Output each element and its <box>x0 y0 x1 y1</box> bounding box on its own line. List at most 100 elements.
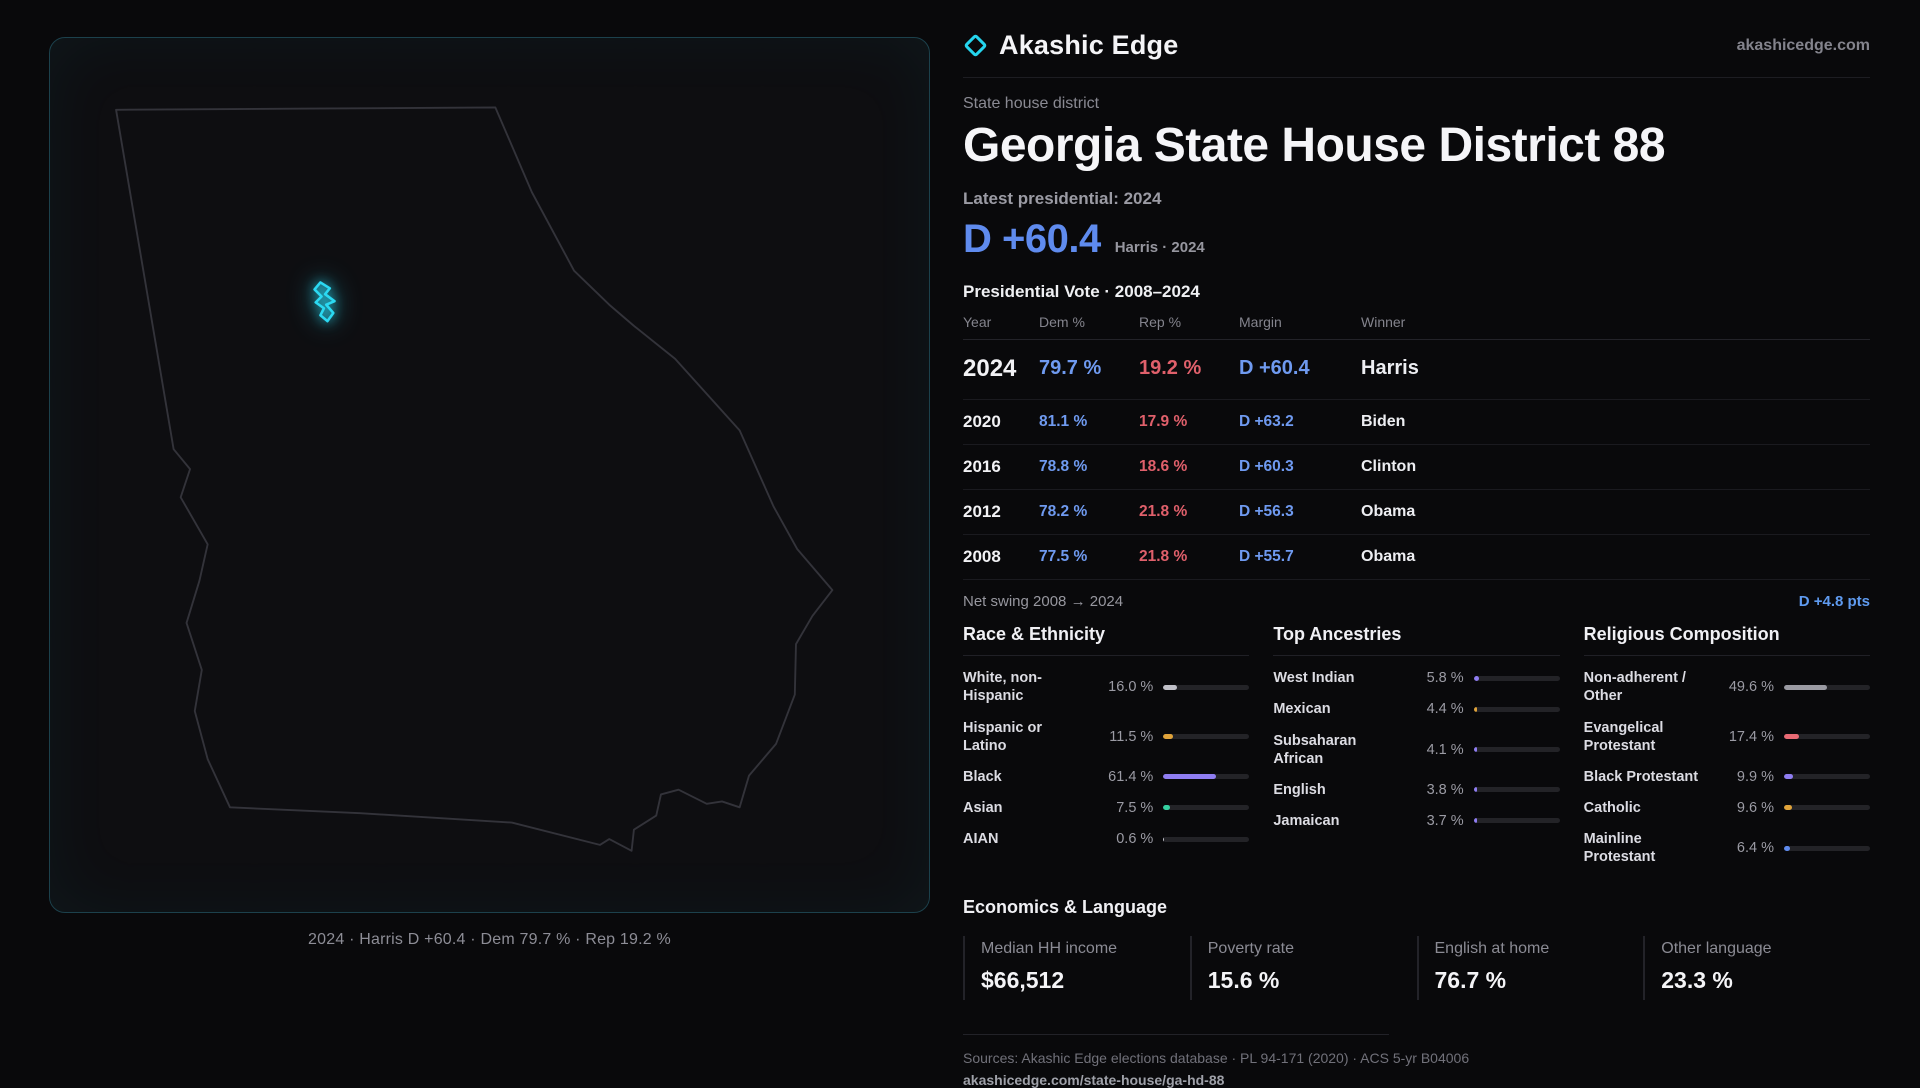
vote-table-row: 2024 79.7 % 19.2 % D +60.4 Harris <box>963 340 1870 400</box>
demo-rows: West Indian 5.8 % Mexican 4.4 % Subsahar <box>1273 656 1560 837</box>
demo-section-race: Race & Ethnicity White, non-Hispanic 16.… <box>963 624 1250 873</box>
demo-row: Catholic 9.6 % <box>1584 792 1870 823</box>
vote-dem: 78.2 % <box>1039 502 1088 520</box>
econ-stat-label: English at home <box>1434 939 1550 957</box>
demo-bar-track <box>1473 818 1560 824</box>
demo-bar-track <box>1473 787 1560 793</box>
demo-row: Subsaharan African 4.1 % <box>1273 725 1560 774</box>
econ-stat: Poverty rate 15.6 % <box>1189 935 1417 1000</box>
demo-bar-track <box>1784 734 1870 740</box>
demo-label: English <box>1273 781 1326 798</box>
demo-label: White, non-Hispanic <box>963 670 1042 705</box>
vote-year: 2020 <box>963 411 1001 431</box>
vote-margin: D +56.3 <box>1239 502 1294 520</box>
net-swing-label: Net swing 2008 → 2024 <box>963 592 1124 610</box>
col-rep: Rep % <box>1139 313 1182 330</box>
demo-bar-fill <box>1784 845 1790 851</box>
vote-table-row: 2016 78.8 % 18.6 % D +60.3 Clinton <box>963 445 1870 490</box>
vote-rep: 18.6 % <box>1139 457 1188 475</box>
demo-bar-track <box>1163 774 1250 780</box>
demo-value: 5.8 % <box>1426 670 1464 687</box>
demo-value: 16.0 % <box>1108 679 1154 696</box>
demo-label: AIAN <box>963 831 999 848</box>
net-swing-value: D +4.8 pts <box>1798 592 1870 610</box>
vote-year: 2024 <box>963 354 1017 382</box>
demo-row: Black Protestant 9.9 % <box>1584 761 1870 792</box>
demo-bar-track <box>1163 836 1250 842</box>
col-year: Year <box>963 313 992 330</box>
brand-diamond-icon <box>963 33 988 58</box>
demo-bar-fill <box>1784 805 1793 811</box>
demo-value: 0.6 % <box>1116 831 1154 848</box>
vote-dem: 78.8 % <box>1039 457 1088 475</box>
brand-domain-link[interactable]: akashicedge.com <box>1736 36 1870 54</box>
georgia-outline <box>115 106 834 852</box>
demo-value: 49.6 % <box>1728 679 1774 696</box>
demo-row: White, non-Hispanic 16.0 % <box>963 663 1250 712</box>
demo-rows: Non-adherent / Other 49.6 % Evangelical … <box>1584 656 1870 873</box>
vote-table-row: 2008 77.5 % 21.8 % D +55.7 Obama <box>963 535 1870 580</box>
vote-margin: D +60.3 <box>1239 457 1294 475</box>
demo-row: Mexican 4.4 % <box>1273 694 1560 725</box>
demographics-grid: Race & Ethnicity White, non-Hispanic 16.… <box>963 624 1870 873</box>
demo-row: Black 61.4 % <box>963 761 1250 792</box>
vote-rep: 21.8 % <box>1139 502 1188 520</box>
col-winner: Winner <box>1361 313 1406 330</box>
demo-rows: White, non-Hispanic 16.0 % Hispanic or L… <box>963 656 1250 855</box>
net-swing-row: Net swing 2008 → 2024 D +4.8 pts <box>963 580 1870 610</box>
demo-value: 9.6 % <box>1736 799 1774 816</box>
demo-section-title: Race & Ethnicity <box>963 624 1250 656</box>
vote-year: 2012 <box>963 501 1001 521</box>
latest-presidential-label: Latest presidential: 2024 <box>963 188 1162 208</box>
econ-stat-value: 15.6 % <box>1207 966 1280 993</box>
demo-bar-fill <box>1473 818 1477 824</box>
demo-label: Hispanic or Latino <box>963 719 1042 754</box>
demo-label: Non-adherent / Other <box>1583 670 1686 705</box>
district-highlight-shape <box>313 281 336 323</box>
demo-section-title: Top Ancestries <box>1273 624 1560 656</box>
demo-label: Jamaican <box>1273 812 1340 829</box>
demo-bar-fill <box>1473 706 1478 712</box>
map-caption: 2024 · Harris D +60.4 · Dem 79.7 % · Rep… <box>308 931 671 948</box>
demo-bar-track <box>1784 805 1870 811</box>
demo-bar-fill <box>1163 734 1174 740</box>
demo-bar-track <box>1473 706 1560 712</box>
demo-value: 61.4 % <box>1108 768 1154 785</box>
demo-value: 17.4 % <box>1728 728 1774 745</box>
demo-label: Subsaharan African <box>1273 732 1357 767</box>
demo-bar-track <box>1163 734 1250 740</box>
econ-stat-value: $66,512 <box>981 966 1065 993</box>
map-panel <box>49 37 930 913</box>
econ-stat-value: 23.3 % <box>1661 966 1733 993</box>
headline-row: D +60.4 Harris · 2024 <box>963 217 1870 262</box>
econ-stat: Other language 23.3 % <box>1643 935 1870 1000</box>
demo-value: 11.5 % <box>1109 728 1154 745</box>
demo-value: 4.4 % <box>1426 701 1464 718</box>
demo-bar-track <box>1784 684 1870 690</box>
demo-value: 9.9 % <box>1736 768 1774 785</box>
page-header: Akashic Edge akashicedge.com <box>963 30 1870 78</box>
footer-divider <box>963 1033 1390 1035</box>
vote-table-title: Presidential Vote · 2008–2024 <box>963 281 1200 301</box>
georgia-map-svg <box>115 106 834 852</box>
demo-bar-track <box>1163 684 1250 690</box>
map-column: 2024 · Harris D +60.4 · Dem 79.7 % · Rep… <box>0 0 963 1080</box>
demo-bar-track <box>1784 845 1870 851</box>
demo-bar-fill <box>1784 734 1799 740</box>
econ-stat-label: Median HH income <box>981 939 1118 957</box>
vote-dem: 79.7 % <box>1039 357 1102 380</box>
demo-bar-track <box>1163 805 1250 811</box>
vote-year: 2016 <box>963 456 1001 476</box>
vote-year: 2008 <box>963 546 1001 566</box>
vote-winner: Obama <box>1361 502 1416 520</box>
vote-rep: 17.9 % <box>1139 412 1188 430</box>
content-column: Akashic Edge akashicedge.com State house… <box>963 0 1870 1088</box>
demo-bar-fill <box>1163 774 1217 780</box>
demo-row: English 3.8 % <box>1273 774 1560 805</box>
headline-context: Harris · 2024 <box>1114 238 1205 256</box>
demo-label: Evangelical Protestant <box>1583 719 1664 754</box>
vote-table-row: 2012 78.2 % 21.8 % D +56.3 Obama <box>963 490 1870 535</box>
col-dem: Dem % <box>1039 313 1085 330</box>
vote-margin: D +55.7 <box>1239 547 1294 565</box>
col-margin: Margin <box>1239 313 1282 330</box>
